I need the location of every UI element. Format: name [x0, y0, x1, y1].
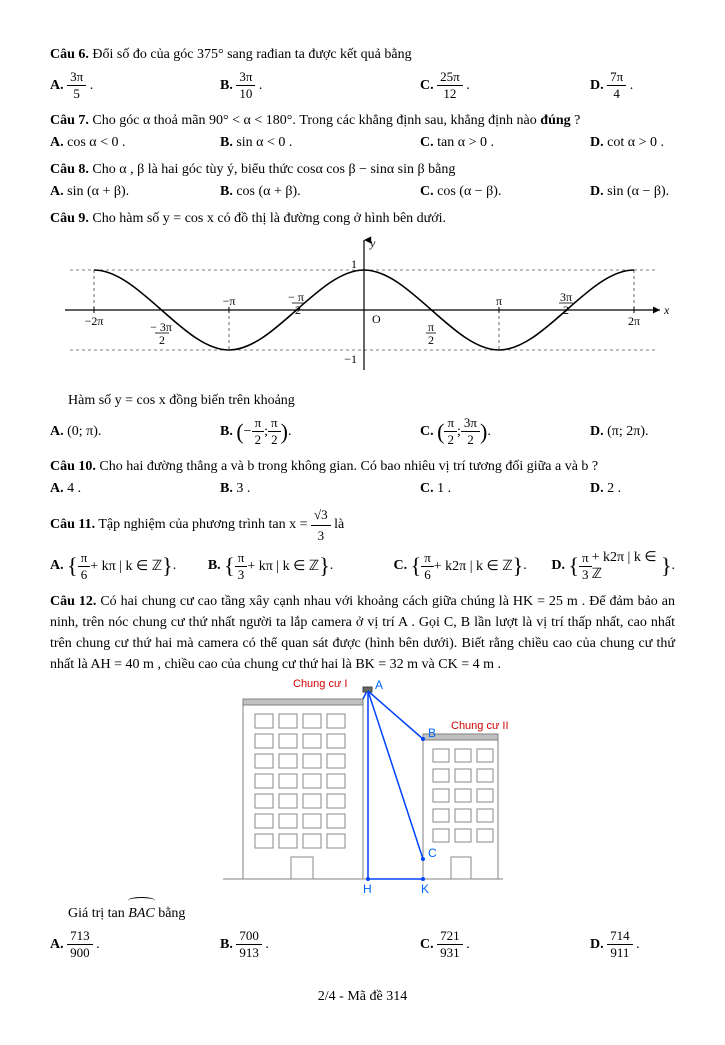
- q9: Câu 9. Cho hàm số y = cos x có đồ thị là…: [50, 208, 675, 229]
- svg-text:x: x: [663, 303, 670, 317]
- q6: Câu 6. Đổi số đo của góc 375° sang rađia…: [50, 44, 675, 65]
- q8: Câu 8. Cho α , β là hai góc tùy ý, biểu …: [50, 159, 675, 180]
- q8-options: A. sin (α + β). B. cos (α + β). C. cos (…: [50, 184, 675, 200]
- page-footer: 2/4 - Mã đề 314: [50, 989, 675, 1005]
- q7: Câu 7. Cho góc α thoả mãn 90° < α < 180°…: [50, 110, 675, 131]
- q11-options: A. { π6 + kπ | k ∈ ℤ }. B. { π3 + kπ | k…: [50, 549, 675, 583]
- q6-D: D. 7π4 .: [590, 69, 633, 102]
- q10-options: A. 4 . B. 3 . C. 1 . D. 2 .: [50, 481, 675, 497]
- point-H: H: [363, 882, 372, 896]
- svg-text:− π: − π: [288, 290, 304, 304]
- svg-text:−2π: −2π: [85, 314, 104, 328]
- svg-text:2: 2: [159, 333, 165, 347]
- q11: Câu 11. Tập nghiệm của phương trình tan …: [50, 505, 675, 545]
- q6-label: Câu 6.: [50, 47, 89, 62]
- q6-A: A. 3π5 .: [50, 69, 220, 102]
- svg-text:y: y: [369, 236, 376, 250]
- q6-text: Đổi số đo của góc 375° sang rađian ta đư…: [92, 47, 411, 62]
- svg-text:−1: −1: [344, 352, 357, 366]
- q10: Câu 10. Cho hai đường thẳng a và b trong…: [50, 456, 675, 477]
- svg-text:−π: −π: [223, 294, 236, 308]
- svg-text:2π: 2π: [628, 314, 640, 328]
- svg-text:− 3π: − 3π: [150, 320, 172, 334]
- svg-text:2: 2: [295, 303, 301, 317]
- point-A: A: [375, 679, 383, 692]
- svg-text:π: π: [496, 294, 502, 308]
- svg-text:2: 2: [563, 303, 569, 317]
- q9-options: A. (0; π). B. (− π2 ; π2 ). C. ( π2 ; 3π…: [50, 415, 675, 448]
- point-C: C: [428, 846, 437, 860]
- cos-graph: −2π − 3π 2 −π − π 2 O π 2 π 3π 2 2π 1 −1…: [50, 235, 675, 380]
- q12-options: A. 713900 . B. 700913 . C. 721931 . D. 7…: [50, 928, 675, 961]
- q7-label: Câu 7.: [50, 113, 89, 128]
- q12-sub: Giá trị tan BAC bằng: [68, 903, 675, 924]
- svg-text:1: 1: [351, 257, 357, 271]
- svg-text:2: 2: [428, 333, 434, 347]
- q6-options: A. 3π5 . B. 3π10 . C. 25π12 . D. 7π4 .: [50, 69, 675, 102]
- q6-B: B. 3π10 .: [220, 69, 420, 102]
- q7-options: A. cos α < 0 . B. sin α < 0 . C. tan α >…: [50, 135, 675, 151]
- point-B: B: [428, 726, 436, 740]
- point-K: K: [421, 882, 429, 896]
- q7-text: Cho góc α thoả mãn 90° < α < 180°. Trong…: [92, 113, 540, 128]
- q9-sub: Hàm số y = cos x đồng biến trên khoảng: [68, 390, 675, 411]
- label-chungcu-2: Chung cư II: [451, 720, 509, 732]
- svg-text:π: π: [428, 320, 434, 334]
- q6-C: C. 25π12 .: [420, 69, 590, 102]
- svg-text:O: O: [372, 312, 381, 326]
- q12: Câu 12. Có hai chung cư cao tầng xây cạn…: [50, 591, 675, 675]
- svg-text:3π: 3π: [560, 290, 572, 304]
- buildings-diagram: Chung cư I Chung cư II A B C H K: [203, 679, 523, 899]
- label-chungcu-1: Chung cư I: [293, 679, 347, 690]
